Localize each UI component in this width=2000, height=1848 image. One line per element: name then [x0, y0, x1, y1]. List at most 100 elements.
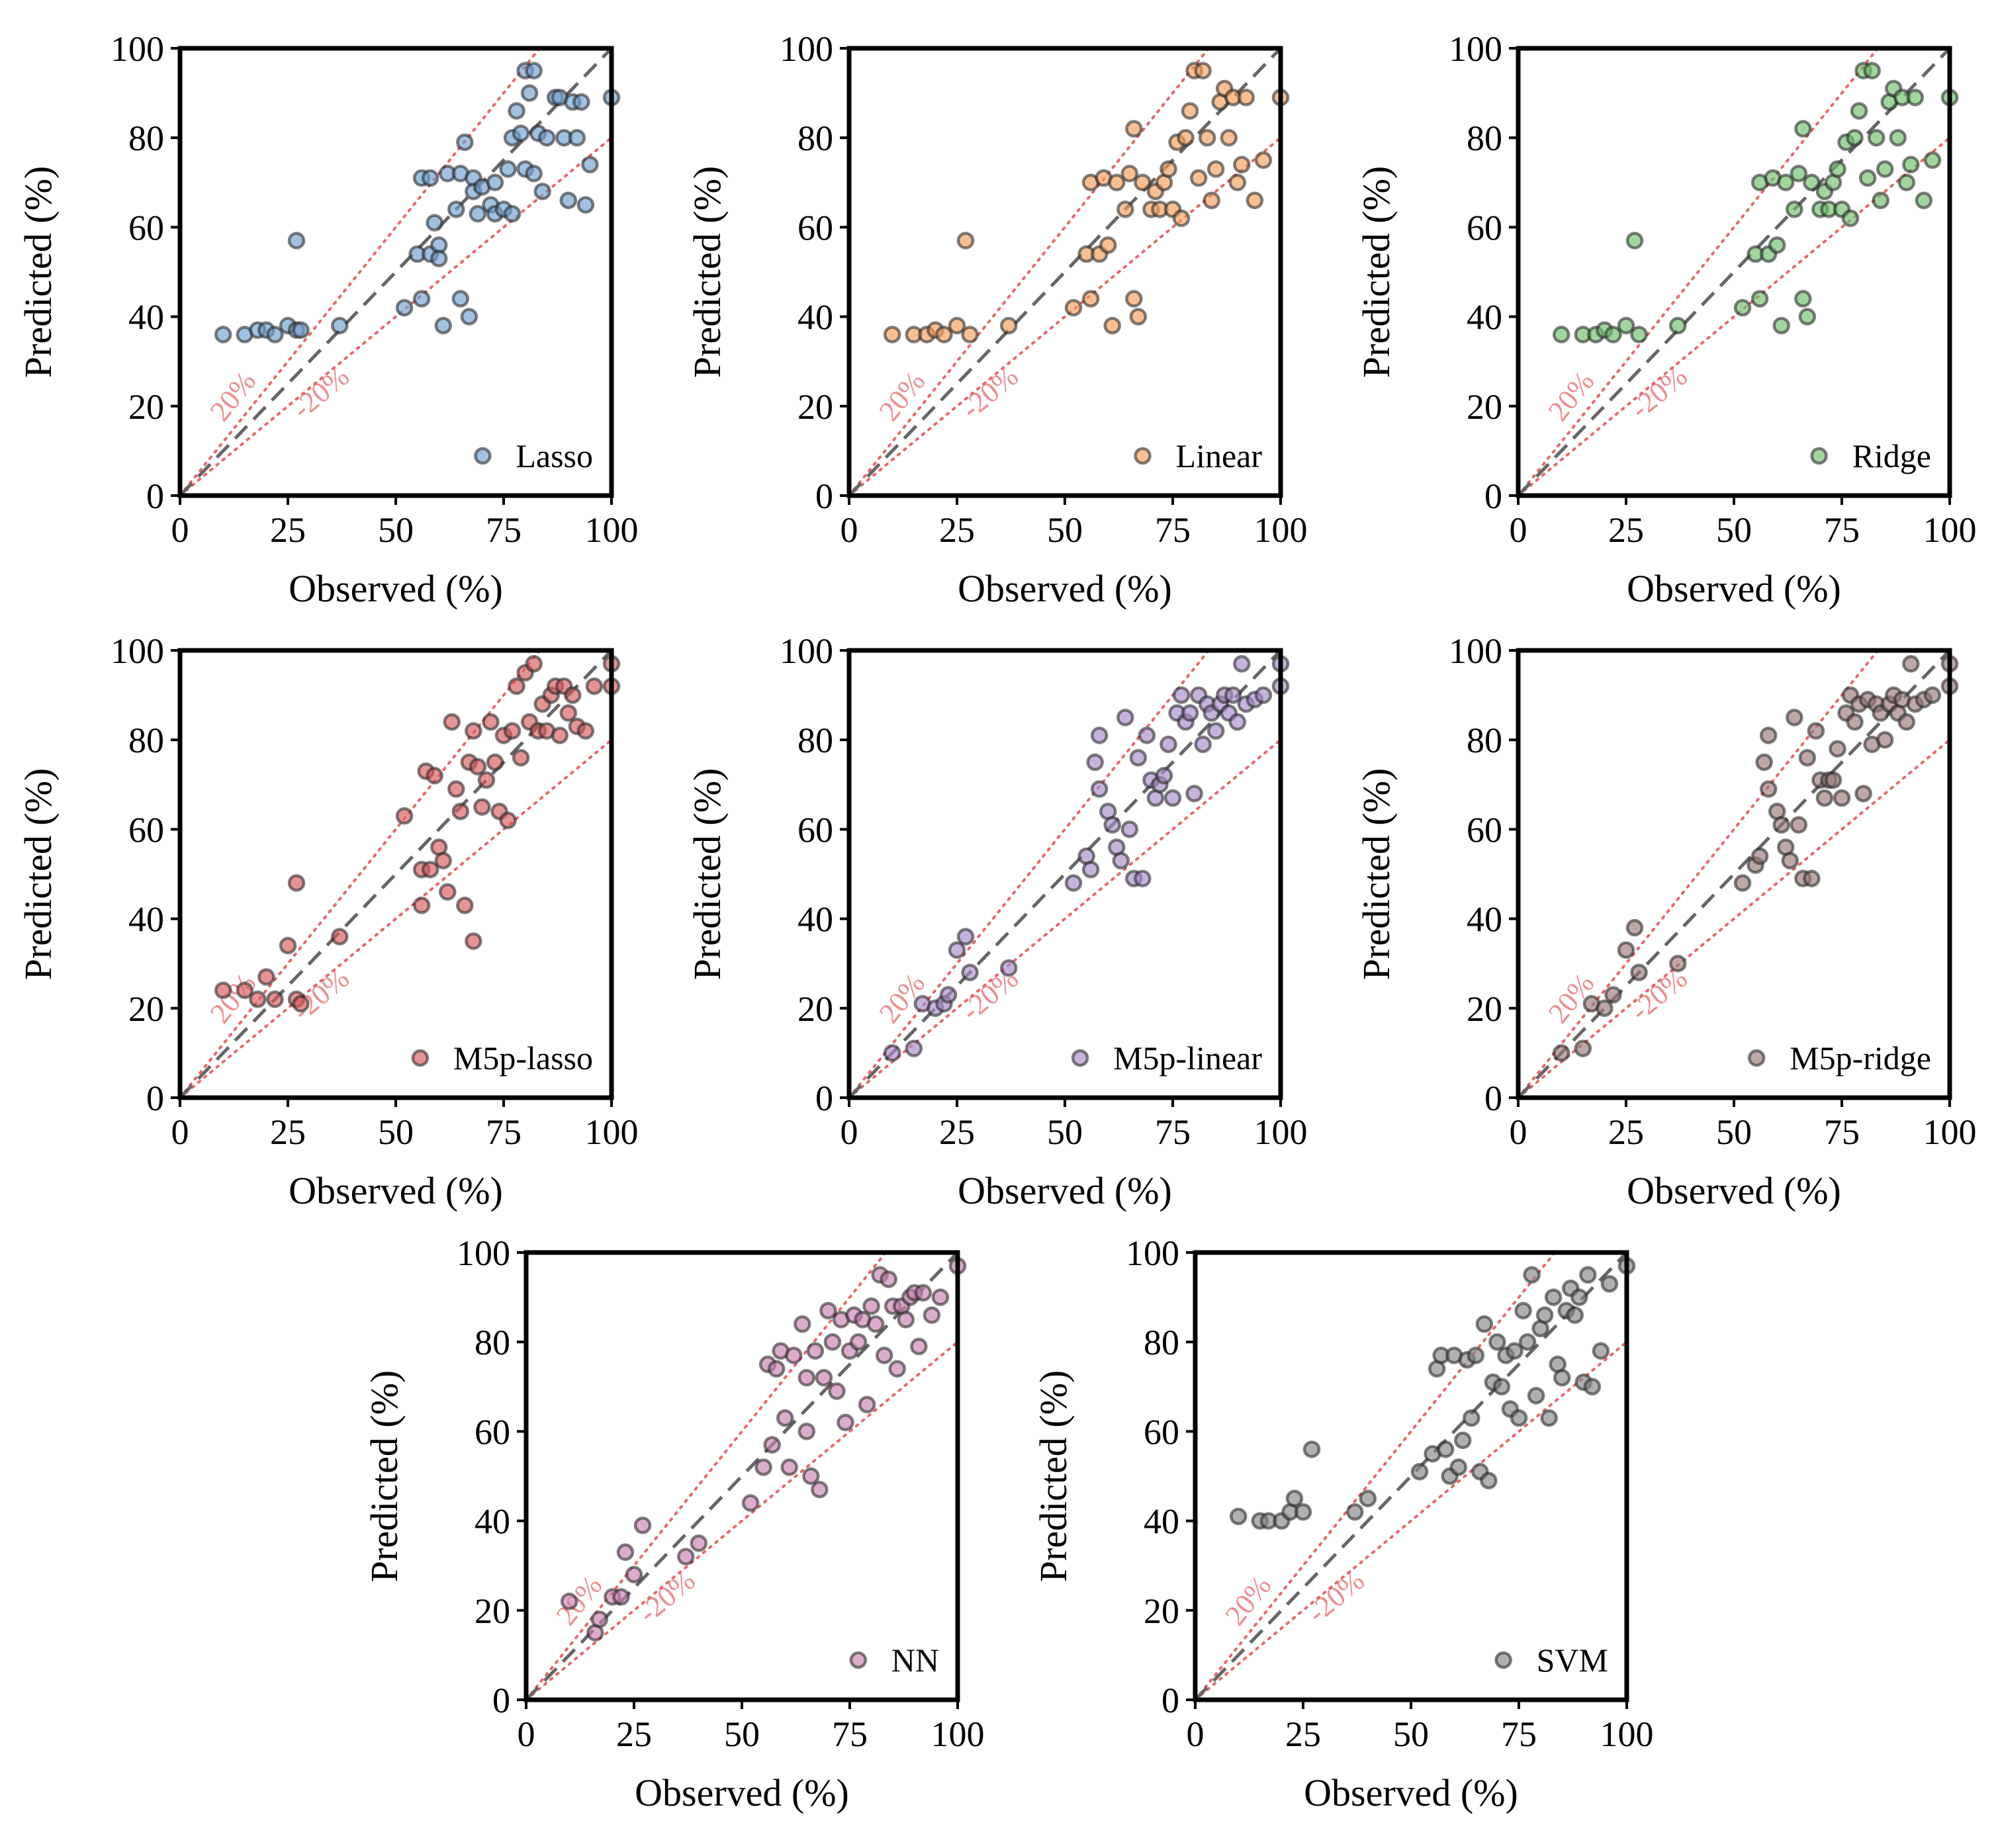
- data-point: [923, 1306, 941, 1324]
- data-point: [1081, 290, 1100, 308]
- x-tick-label: 0: [1510, 1112, 1527, 1152]
- x-tick-label: 100: [1600, 1714, 1654, 1754]
- x-axis-label: Observed (%): [1304, 1771, 1518, 1814]
- data-point: [1759, 780, 1778, 798]
- x-axis-label: Observed (%): [289, 567, 503, 610]
- data-point: [451, 803, 470, 820]
- x-tick-label: 100: [585, 1112, 639, 1152]
- x-tick-label: 25: [1608, 1112, 1644, 1152]
- data-point: [465, 722, 482, 740]
- legend-label: SVM: [1537, 1642, 1608, 1679]
- data-point: [931, 1288, 950, 1306]
- y-tick-label: 20: [475, 1591, 510, 1631]
- data-point: [426, 214, 443, 232]
- data-point: [862, 1297, 880, 1315]
- data-point: [1867, 128, 1886, 147]
- data-point: [905, 1039, 923, 1057]
- data-point: [477, 771, 496, 789]
- x-tick-label: 0: [518, 1714, 535, 1754]
- data-point: [811, 1481, 829, 1499]
- data-point: [828, 1382, 846, 1400]
- data-point: [330, 316, 349, 335]
- data-point: [330, 928, 349, 946]
- data-point: [1733, 298, 1752, 317]
- data-point: [1181, 704, 1199, 722]
- data-point: [1630, 963, 1648, 981]
- data-point: [1103, 316, 1121, 335]
- legend-marker: [1071, 1049, 1089, 1067]
- data-point: [1794, 290, 1812, 308]
- data-point: [1198, 128, 1216, 147]
- x-tick-label: 25: [939, 510, 975, 550]
- y-tick-label: 60: [475, 1412, 510, 1452]
- x-tick-label: 100: [1923, 510, 1977, 550]
- data-point: [1833, 789, 1851, 807]
- y-axis-label: Predicted (%): [363, 1370, 406, 1582]
- data-point: [443, 713, 461, 731]
- data-point: [767, 1360, 786, 1378]
- data-point: [1254, 686, 1273, 704]
- x-tick-label: 50: [378, 510, 414, 550]
- x-tick-label: 75: [1155, 1112, 1191, 1152]
- data-point: [1206, 160, 1225, 178]
- y-tick-label: 60: [797, 810, 833, 850]
- data-point: [676, 1548, 695, 1565]
- data-point: [823, 1333, 842, 1351]
- plus-20-band-line: [1195, 1253, 1557, 1700]
- data-point: [1246, 191, 1264, 210]
- data-point: [503, 722, 522, 740]
- plus-20-band-line: [526, 1253, 887, 1700]
- data-point: [1064, 874, 1083, 892]
- data-point: [499, 811, 517, 830]
- data-point: [797, 1423, 816, 1440]
- data-point: [616, 1543, 635, 1562]
- y-tick-label: 0: [815, 1078, 833, 1118]
- data-point: [961, 326, 979, 343]
- data-point: [741, 1494, 760, 1512]
- legend-label: Lasso: [516, 437, 593, 474]
- data-point: [999, 959, 1018, 977]
- data-point: [1163, 789, 1182, 807]
- data-point: [1103, 816, 1121, 834]
- data-point: [451, 290, 470, 308]
- data-point: [1492, 1378, 1511, 1396]
- data-point: [1604, 326, 1622, 343]
- data-point: [1552, 1044, 1570, 1062]
- data-point: [1923, 151, 1942, 169]
- data-point: [797, 1369, 816, 1387]
- y-tick-label: 80: [797, 118, 833, 158]
- y-tick-label: 80: [1467, 721, 1502, 760]
- y-axis-label: Predicted (%): [1355, 166, 1398, 378]
- data-point: [1781, 852, 1799, 869]
- data-point: [1668, 954, 1687, 973]
- data-point: [1134, 173, 1152, 192]
- data-point: [236, 981, 254, 1000]
- y-tick-label: 80: [1467, 118, 1502, 158]
- minus-20-band-line: [1195, 1341, 1627, 1700]
- data-point: [1876, 160, 1894, 178]
- y-tick-label: 100: [780, 29, 833, 69]
- y-tick-label: 60: [1467, 810, 1502, 850]
- y-tick-label: 80: [128, 721, 164, 760]
- data-point: [806, 1342, 825, 1360]
- data-point: [512, 124, 530, 142]
- legend-marker: [1494, 1651, 1512, 1669]
- data-point: [1876, 730, 1894, 749]
- y-tick-label: 0: [1484, 1078, 1502, 1118]
- data-point: [1510, 1409, 1528, 1427]
- data-point: [999, 316, 1018, 335]
- data-point: [1923, 686, 1942, 704]
- data-point: [1829, 160, 1846, 178]
- y-tick-label: 0: [815, 476, 833, 516]
- data-point: [819, 1301, 837, 1320]
- x-tick-label: 50: [1393, 1714, 1429, 1754]
- data-point: [1902, 155, 1920, 174]
- data-point: [1897, 173, 1916, 192]
- legend-marker: [474, 447, 492, 465]
- data-point: [1518, 1333, 1537, 1351]
- x-tick-label: 75: [1824, 510, 1860, 550]
- data-point: [815, 1369, 833, 1387]
- data-point: [559, 191, 578, 210]
